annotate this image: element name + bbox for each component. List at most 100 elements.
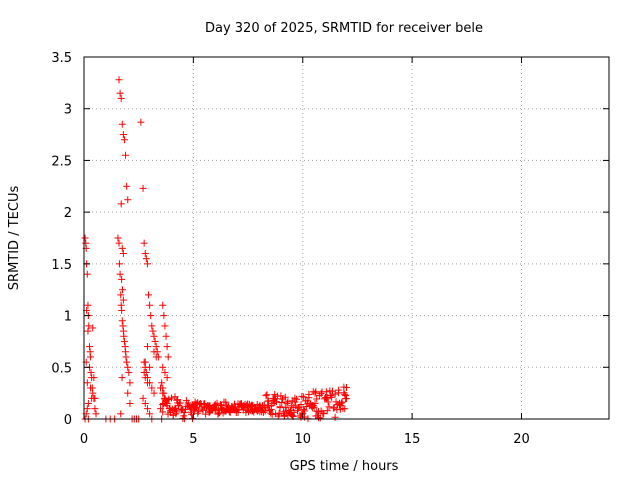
data-point — [151, 337, 159, 345]
data-point — [119, 250, 127, 258]
data-point — [148, 384, 156, 392]
data-point — [143, 343, 151, 351]
data-point — [262, 392, 270, 400]
data-point — [141, 250, 149, 258]
axis-ticks: 0 0.5 1 1.5 2 2.5 3 3.5 0 5 10 15 20 — [51, 51, 609, 447]
x-tick-label: 5 — [189, 432, 197, 447]
data-point — [116, 270, 124, 278]
data-point — [125, 368, 133, 376]
data-point — [181, 408, 189, 416]
data-point — [148, 322, 156, 330]
data-point — [87, 368, 95, 376]
data-point — [323, 407, 331, 415]
data-point — [118, 306, 126, 314]
data-point — [118, 120, 126, 128]
data-point — [150, 332, 158, 340]
data-point — [159, 384, 167, 392]
chart-title: Day 320 of 2025, SRMTID for receiver bel… — [205, 21, 483, 36]
data-point — [120, 337, 128, 345]
data-point — [202, 410, 210, 418]
y-tick-label: 2.5 — [51, 154, 72, 169]
data-point — [285, 407, 293, 415]
data-point — [147, 312, 155, 320]
data-point — [116, 89, 124, 97]
data-point — [84, 301, 92, 309]
data-point — [141, 374, 149, 382]
data-point — [119, 286, 126, 294]
data-point — [324, 398, 332, 406]
y-tick-label: 1.5 — [51, 258, 72, 273]
data-point — [248, 401, 256, 409]
data-point — [277, 392, 285, 400]
data-point — [85, 322, 93, 330]
data-point — [120, 136, 128, 144]
data-point — [283, 399, 291, 407]
data-point — [294, 404, 302, 412]
data-point — [124, 363, 132, 371]
data-point — [91, 405, 99, 413]
data-point — [275, 409, 283, 417]
y-tick-label: 3 — [64, 103, 72, 118]
data-point — [146, 363, 154, 371]
x-tick-label: 10 — [294, 432, 311, 447]
data-point — [331, 390, 339, 398]
data-point — [126, 399, 134, 407]
data-point — [123, 358, 131, 366]
data-point — [298, 392, 306, 400]
data-point — [284, 398, 292, 406]
data-point — [288, 412, 296, 420]
data-point — [87, 353, 95, 361]
data-point — [117, 410, 125, 418]
y-tick-label: 2 — [64, 206, 72, 221]
data-point — [92, 410, 100, 418]
data-point — [317, 390, 325, 398]
x-tick-label: 20 — [513, 432, 530, 447]
data-point — [118, 317, 126, 325]
data-point — [180, 412, 188, 420]
data-point — [118, 244, 126, 252]
data-point — [268, 411, 276, 419]
data-point — [118, 374, 126, 382]
data-point — [126, 379, 134, 387]
data-point — [85, 343, 93, 351]
data-point — [276, 403, 284, 411]
data-point — [89, 324, 97, 332]
data-point — [81, 234, 89, 242]
data-point — [143, 260, 151, 268]
data-point — [83, 270, 91, 278]
data-point — [222, 398, 230, 406]
data-point — [322, 388, 330, 396]
data-point — [161, 368, 169, 376]
data-point — [259, 408, 267, 416]
data-point — [84, 327, 92, 335]
data-point — [152, 343, 160, 351]
data-point — [150, 348, 158, 356]
data-point — [119, 296, 127, 304]
data-point — [293, 395, 301, 403]
data-point — [124, 196, 132, 204]
data-point — [163, 343, 171, 351]
data-point — [159, 408, 167, 416]
data-point — [122, 353, 130, 361]
x-tick-label: 15 — [404, 432, 421, 447]
data-point — [343, 384, 350, 392]
data-point — [328, 393, 336, 401]
data-point — [120, 332, 128, 340]
data-point — [341, 390, 349, 398]
data-points — [81, 76, 350, 423]
y-tick-label: 0 — [64, 413, 72, 428]
data-point — [247, 402, 255, 410]
data-point — [158, 379, 166, 387]
data-point — [273, 398, 280, 406]
data-point — [302, 403, 310, 411]
data-point — [139, 394, 147, 402]
data-point — [139, 184, 147, 192]
data-point — [278, 398, 286, 406]
data-point — [164, 353, 172, 361]
data-point — [281, 403, 289, 411]
data-point — [146, 410, 154, 418]
data-point — [300, 393, 308, 401]
data-point — [312, 388, 320, 396]
data-point — [124, 389, 132, 397]
data-point — [234, 409, 242, 417]
